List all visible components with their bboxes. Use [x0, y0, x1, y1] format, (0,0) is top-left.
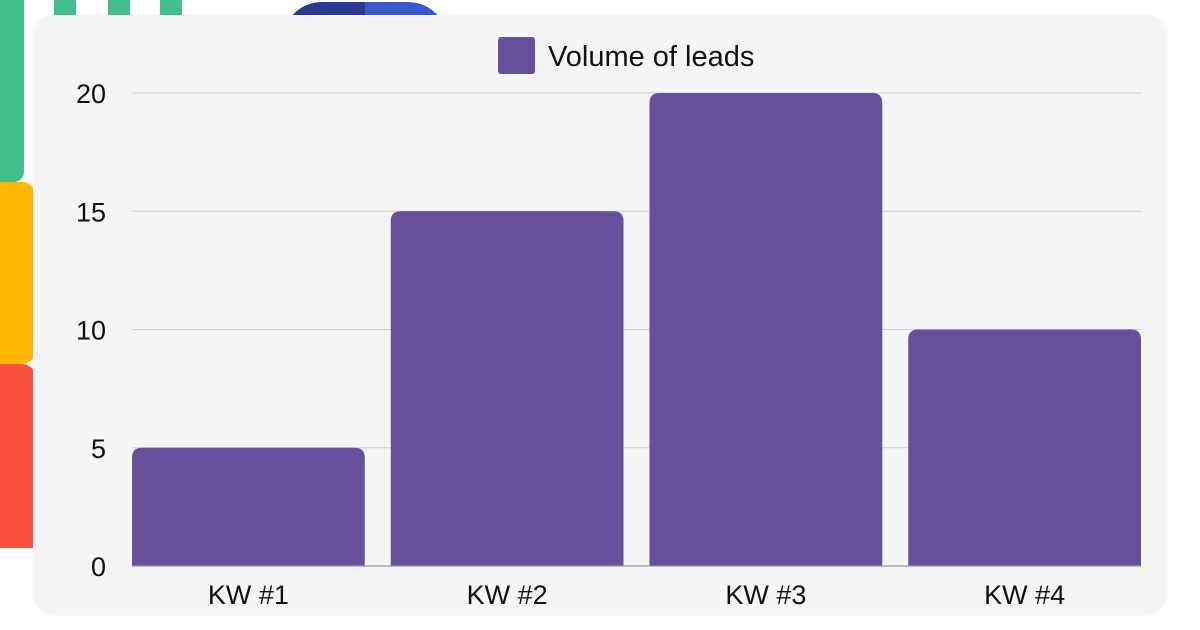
green-tab-1: [54, 0, 76, 18]
yellow-stripe-left: [0, 182, 36, 364]
bar-2: [390, 211, 624, 566]
y-tick-label: 20: [76, 79, 106, 109]
x-category-labels: KW #1 KW #2 KW #3 KW #4: [208, 580, 1065, 610]
y-tick-labels: 0 5 10 15 20: [76, 79, 106, 582]
red-stripe-left: [0, 364, 36, 548]
green-stripe-left: [0, 0, 24, 182]
legend-swatch: [498, 37, 535, 74]
y-tick-label: 15: [76, 197, 106, 227]
x-category-label: KW #2: [467, 580, 548, 610]
bar-1: [132, 447, 365, 566]
x-category-label: KW #3: [725, 580, 806, 610]
green-tab-2: [108, 0, 130, 18]
x-category-label: KW #4: [984, 580, 1065, 610]
bars: [132, 93, 1141, 566]
bar-4: [908, 329, 1141, 566]
y-tick-label: 0: [91, 552, 106, 582]
x-category-label: KW #1: [208, 580, 289, 610]
y-tick-label: 5: [91, 434, 106, 464]
green-tab-3: [160, 0, 182, 18]
legend: Volume of leads: [498, 37, 754, 74]
y-tick-label: 10: [76, 316, 106, 346]
legend-label: Volume of leads: [548, 41, 754, 73]
bar-3: [649, 93, 883, 566]
